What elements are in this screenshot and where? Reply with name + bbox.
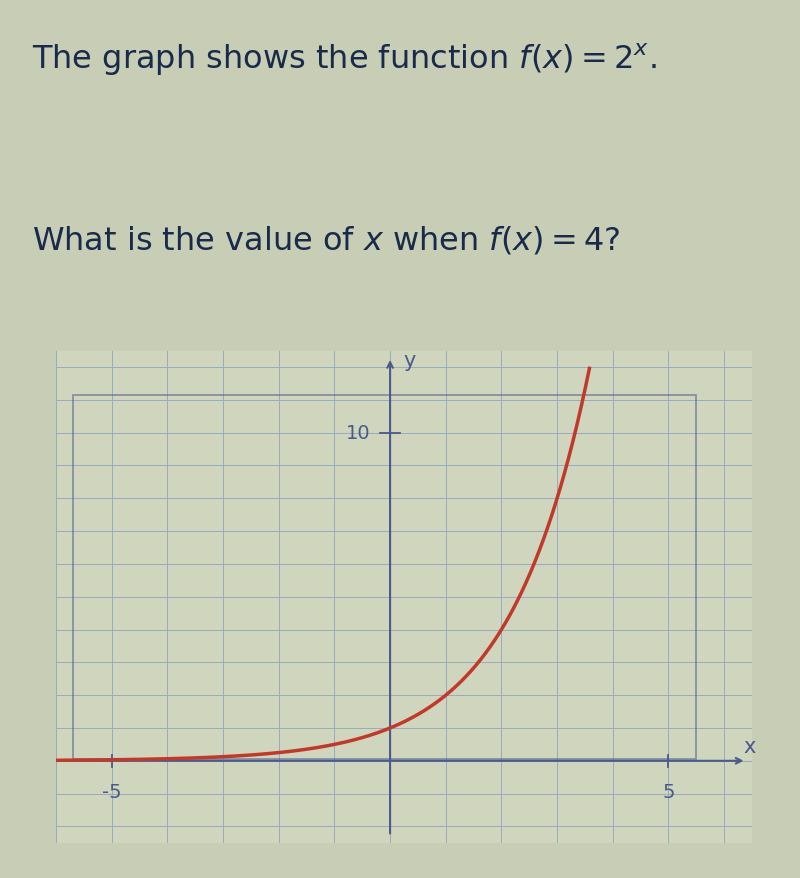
Text: y: y (403, 351, 416, 371)
Text: 5: 5 (662, 782, 674, 802)
Text: x: x (743, 736, 755, 756)
Text: What is the value of $x$ when $f(x) = 4$?: What is the value of $x$ when $f(x) = 4$… (32, 224, 621, 256)
Text: -5: -5 (102, 782, 122, 802)
Text: The graph shows the function $f(x) = 2^x$.: The graph shows the function $f(x) = 2^x… (32, 42, 657, 78)
Text: 10: 10 (346, 424, 370, 443)
